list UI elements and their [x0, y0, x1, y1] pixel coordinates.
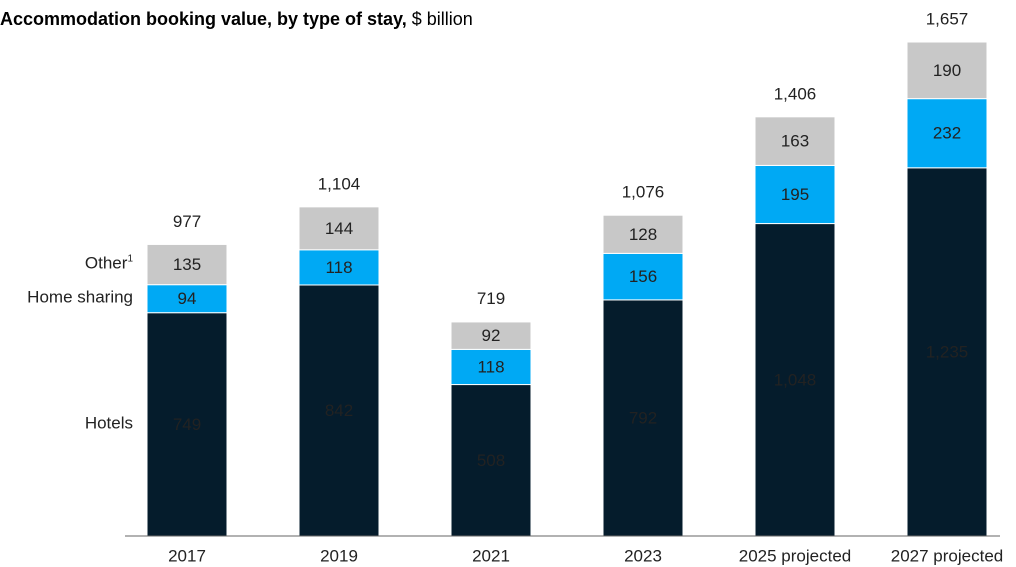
total-label: 977 — [173, 212, 201, 231]
value-label: 1,048 — [774, 370, 817, 389]
value-label: 232 — [933, 124, 961, 143]
footnote-marker: 1 — [127, 253, 133, 264]
bar-segment — [602, 214, 684, 254]
value-label: 94 — [178, 289, 197, 308]
bar-segment — [146, 284, 228, 314]
value-label: 118 — [325, 258, 352, 277]
value-label: 1,235 — [926, 342, 969, 361]
chart-title: Accommodation booking value, by type of … — [0, 9, 473, 29]
bar-segment — [602, 252, 684, 301]
x-tick-label: 2021 — [472, 546, 510, 565]
total-label: 1,076 — [622, 183, 665, 202]
value-label: 156 — [629, 267, 657, 286]
total-label: 1,657 — [926, 9, 969, 28]
x-tick-label: 2019 — [320, 546, 358, 565]
bar-segment — [754, 223, 836, 537]
bar-segment — [298, 206, 380, 251]
value-label: 92 — [482, 326, 501, 345]
x-tick-label: 2023 — [624, 546, 662, 565]
legend-label: Hotels — [85, 414, 133, 433]
legend-label: Home sharing — [27, 288, 133, 307]
bar-segment — [450, 321, 532, 350]
bar-segment — [146, 243, 228, 286]
value-label: 135 — [173, 255, 201, 274]
total-label: 1,406 — [774, 84, 817, 103]
bar-segment — [298, 249, 380, 286]
bar-segment — [450, 348, 532, 386]
title-main: Accommodation booking value, by type of … — [0, 9, 407, 29]
value-label: 128 — [629, 225, 657, 244]
value-label: 749 — [173, 415, 201, 434]
bar-segment — [754, 116, 836, 166]
value-label: 195 — [781, 185, 809, 204]
bar-segment — [146, 312, 228, 537]
value-label: 190 — [933, 61, 961, 80]
bar-segment — [906, 167, 988, 537]
value-label: 163 — [781, 132, 809, 151]
x-tick-label: 2027 projected — [891, 546, 1003, 565]
value-label: 508 — [477, 451, 505, 470]
bar-segment — [602, 299, 684, 537]
bar-segment — [298, 284, 380, 537]
total-label: 1,104 — [318, 174, 361, 193]
legend-name: Hotels — [85, 414, 133, 433]
value-label: 118 — [477, 357, 504, 376]
legend-name: Other — [85, 254, 128, 273]
value-label: 144 — [325, 219, 353, 238]
value-label: 792 — [629, 408, 657, 427]
total-label: 719 — [477, 289, 505, 308]
bar-segment — [906, 98, 988, 169]
title-unit: $ billion — [412, 9, 473, 29]
x-tick-label: 2017 — [168, 546, 206, 565]
legend-label: Other1 — [85, 253, 134, 273]
legend-name: Home sharing — [27, 288, 133, 307]
bar-segment — [906, 41, 988, 100]
x-tick-label: 2025 projected — [739, 546, 851, 565]
value-label: 842 — [325, 401, 353, 420]
